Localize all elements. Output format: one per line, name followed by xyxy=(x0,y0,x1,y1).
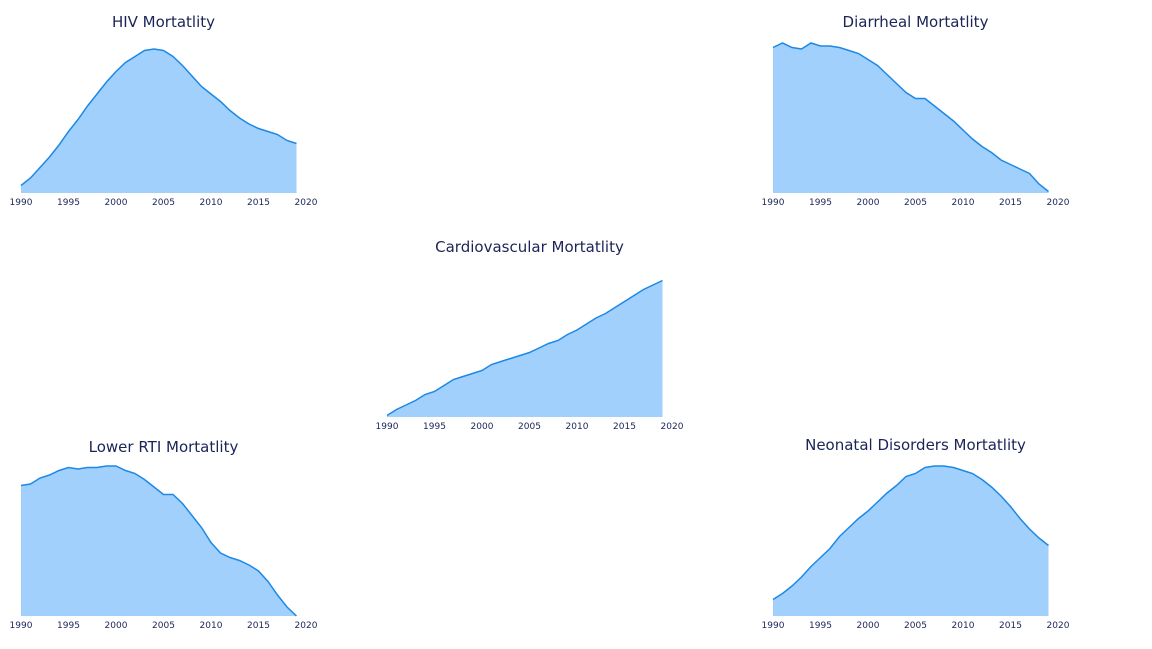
x-tick-label: 2000 xyxy=(857,198,880,208)
x-tick-label: 2010 xyxy=(200,621,223,631)
x-tick-label: 2015 xyxy=(999,621,1022,631)
x-tick-label: 2020 xyxy=(1047,198,1070,208)
x-tick-label: 1990 xyxy=(762,198,785,208)
x-tick-label: 2005 xyxy=(904,198,927,208)
x-tick-label: 1995 xyxy=(423,422,446,432)
x-tick-label: 2000 xyxy=(105,621,128,631)
x-tick-label: 1995 xyxy=(57,621,80,631)
x-tick-label: 2005 xyxy=(152,198,175,208)
area xyxy=(773,466,1049,616)
x-tick-label: 2010 xyxy=(200,198,223,208)
x-tick-label: 2020 xyxy=(1047,621,1070,631)
x-tick-label: 2020 xyxy=(295,621,318,631)
chart-title: Cardiovascular Mortatlity xyxy=(435,238,624,256)
x-tick-label: 2000 xyxy=(857,621,880,631)
x-tick-label: 1995 xyxy=(809,198,832,208)
x-tick-label: 2000 xyxy=(471,422,494,432)
x-tick-label: 2010 xyxy=(952,198,975,208)
area xyxy=(387,280,663,417)
chart-title: HIV Mortatlity xyxy=(112,13,215,31)
x-tick-label: 2020 xyxy=(295,198,318,208)
x-tick-label: 2005 xyxy=(518,422,541,432)
x-tick-label: 2020 xyxy=(661,422,684,432)
x-tick-label: 2000 xyxy=(105,198,128,208)
chart-title: Lower RTI Mortatlity xyxy=(89,438,239,456)
line xyxy=(772,465,1049,601)
line xyxy=(20,48,297,187)
x-tick-label: 2015 xyxy=(999,198,1022,208)
line xyxy=(386,279,663,417)
x-tick-label: 2005 xyxy=(904,621,927,631)
line xyxy=(20,465,298,617)
x-tick-label: 1990 xyxy=(376,422,399,432)
x-tick-label: 2005 xyxy=(152,621,175,631)
x-tick-label: 2015 xyxy=(247,621,270,631)
x-tick-label: 1995 xyxy=(57,198,80,208)
chart-title: Neonatal Disorders Mortatlity xyxy=(805,436,1026,454)
x-tick-label: 1990 xyxy=(10,198,33,208)
area xyxy=(21,49,297,193)
x-tick-label: 2010 xyxy=(566,422,589,432)
x-tick-label: 1990 xyxy=(10,621,33,631)
x-tick-label: 1995 xyxy=(809,621,832,631)
x-tick-label: 2015 xyxy=(247,198,270,208)
line xyxy=(772,42,1049,193)
chart-title: Diarrheal Mortatlity xyxy=(843,13,989,31)
x-tick-label: 2010 xyxy=(952,621,975,631)
x-tick-label: 1990 xyxy=(762,621,785,631)
area xyxy=(773,43,1049,193)
x-tick-label: 2015 xyxy=(613,422,636,432)
area xyxy=(21,466,297,616)
